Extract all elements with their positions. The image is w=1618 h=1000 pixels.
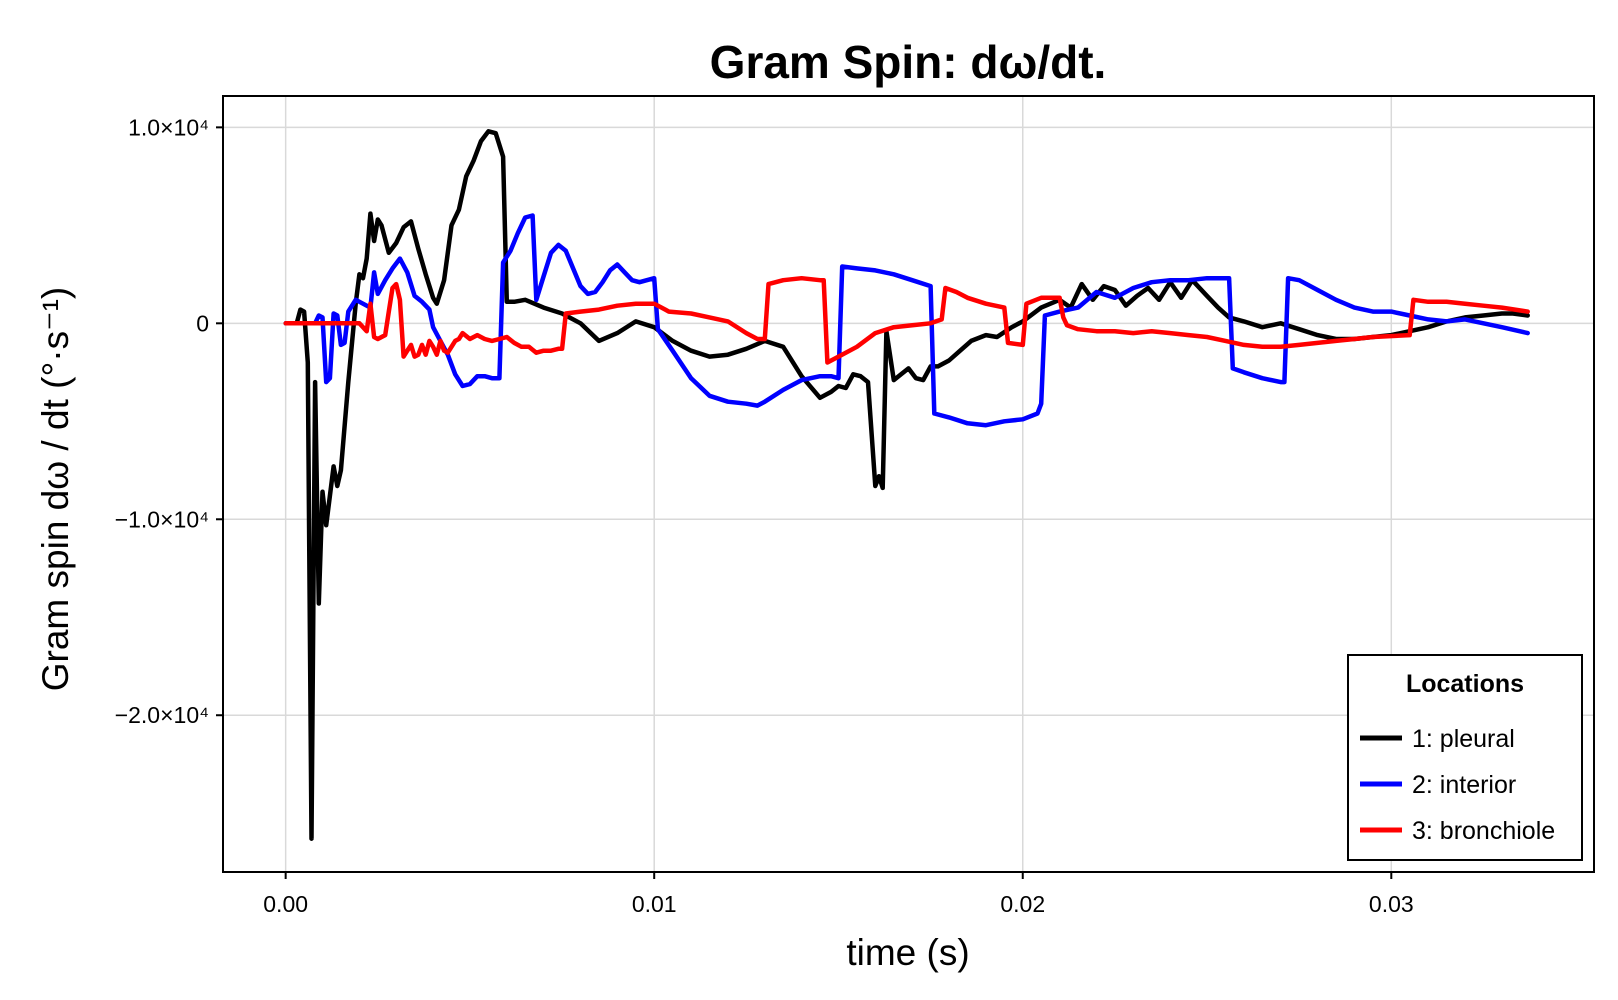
x-tick-label: 0.02	[1000, 891, 1045, 917]
x-tick-label: 0.03	[1369, 891, 1414, 917]
y-axis-label: Gram spin dω / dt (°·s⁻¹)	[35, 287, 76, 692]
y-tick-label: 1.0×10⁴	[128, 114, 209, 140]
y-axis-ticks: 1.0×10⁴ 0 −1.0×10⁴ −2.0×10⁴	[115, 114, 223, 728]
series-line-3	[283, 275, 1530, 365]
grid-lines	[223, 96, 1594, 872]
legend-label: 3: bronchiole	[1412, 817, 1555, 845]
y-tick-label: −2.0×10⁴	[115, 702, 209, 728]
legend-box	[1347, 654, 1583, 861]
plot-frame	[222, 95, 1595, 873]
y-tick-label: 0	[196, 310, 209, 336]
x-axis-label: time (s)	[846, 932, 969, 973]
x-axis-ticks: 0.00 0.01 0.02 0.03	[263, 872, 1414, 917]
x-tick-label: 0.01	[632, 891, 677, 917]
legend: Locations 1: pleural 2: interior 3: bronch…	[1347, 654, 1583, 861]
series-line-1	[283, 129, 1530, 841]
series-lines	[283, 129, 1530, 841]
legend-label: 2: interior	[1412, 771, 1516, 799]
legend-entries: 1: pleural 2: interior 3: bronchiole	[1360, 725, 1555, 845]
y-tick-label: −1.0×10⁴	[115, 506, 209, 532]
series-line-2	[283, 213, 1530, 428]
x-tick-label: 0.00	[263, 891, 308, 917]
legend-title: Locations	[1406, 670, 1524, 698]
legend-label: 1: pleural	[1412, 725, 1515, 753]
chart-title: Gram Spin: dω/dt.	[710, 36, 1107, 88]
